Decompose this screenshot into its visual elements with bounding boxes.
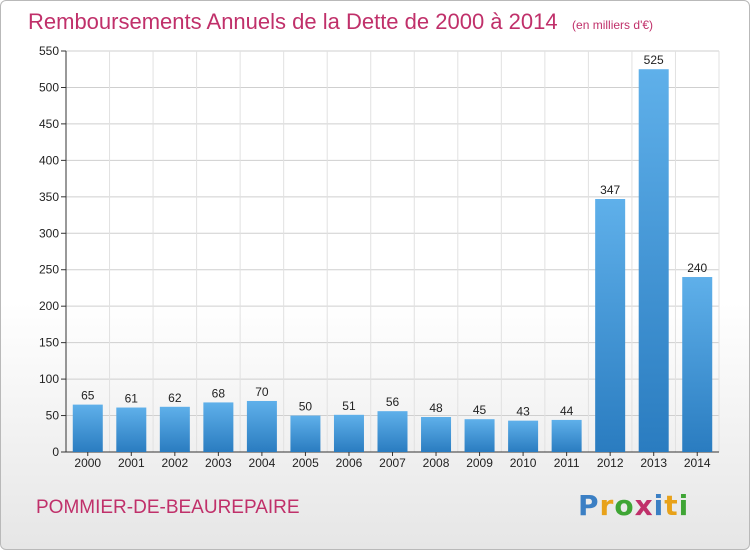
bar-2003	[203, 402, 234, 452]
data-label-2014: 240	[687, 261, 707, 275]
bar-2001	[116, 407, 147, 452]
chart-subtitle: (en milliers d'€)	[572, 18, 654, 32]
y-tick-label: 150	[39, 336, 59, 350]
data-label-2013: 525	[644, 53, 664, 67]
bar-2009	[464, 419, 495, 452]
x-tick-label-2009: 2009	[466, 456, 493, 470]
x-tick-label-2002: 2002	[161, 456, 188, 470]
data-label-2007: 56	[386, 395, 400, 409]
bar-2006	[333, 414, 364, 452]
bar-2000	[72, 404, 103, 452]
x-tick-label-2007: 2007	[379, 456, 406, 470]
data-label-2009: 45	[473, 403, 487, 417]
data-label-2002: 62	[168, 391, 182, 405]
y-tick-label: 550	[39, 44, 59, 58]
commune-name: POMMIER-DE-BEAUREPAIRE	[36, 497, 300, 518]
y-tick-label: 250	[39, 263, 59, 277]
bar-2014	[682, 277, 713, 452]
bar-2005	[290, 415, 321, 452]
logo-letter: i	[653, 489, 665, 522]
bar-2011	[551, 419, 582, 452]
bar-2007	[377, 411, 408, 452]
data-label-2012: 347	[600, 183, 620, 197]
data-label-2006: 51	[342, 399, 356, 413]
chart-title: Remboursements Annuels de la Dette de 20…	[28, 9, 558, 34]
bar-2013	[638, 69, 669, 453]
x-tick-label-2013: 2013	[640, 456, 667, 470]
x-tick-label-2005: 2005	[292, 456, 319, 470]
logo-letter: x	[634, 489, 654, 522]
proxiti-logo[interactable]: Proxiti	[578, 489, 689, 522]
x-tick-label-2001: 2001	[118, 456, 145, 470]
bar-2010	[508, 420, 539, 452]
x-tick-label-2000: 2000	[74, 456, 101, 470]
data-label-2011: 44	[560, 404, 574, 418]
logo-letter: o	[614, 489, 635, 522]
bar-2004	[246, 400, 277, 452]
x-tick-label-2011: 2011	[554, 456, 580, 470]
y-tick-label: 400	[39, 153, 59, 167]
x-tick-label-2006: 2006	[336, 456, 363, 470]
bar-2008	[421, 417, 452, 452]
y-tick-label: 300	[39, 226, 59, 240]
y-tick-label: 350	[39, 190, 59, 204]
data-label-2005: 50	[299, 400, 313, 414]
x-tick-label-2003: 2003	[205, 456, 232, 470]
y-tick-label: 50	[46, 409, 60, 423]
y-tick-label: 100	[39, 372, 59, 386]
y-tick-label: 0	[52, 445, 59, 459]
data-label-2001: 61	[125, 392, 139, 406]
data-label-2010: 43	[516, 405, 530, 419]
title-line: Remboursements Annuels de la Dette de 20…	[28, 9, 653, 35]
data-label-2004: 70	[255, 385, 269, 399]
logo-letter: t	[664, 489, 679, 522]
data-labels: 65 61 62 68 70 50 51 56 48 45 43 44 347 525 240	[81, 53, 707, 418]
x-tick-label-2008: 2008	[423, 456, 450, 470]
logo-letter: r	[599, 489, 615, 522]
x-tick-label-2010: 2010	[510, 456, 537, 470]
y-tick-label: 500	[39, 80, 59, 94]
bars	[72, 69, 713, 453]
x-tick-label-2004: 2004	[249, 456, 276, 470]
data-label-2008: 48	[429, 401, 443, 415]
logo-letter: i	[678, 489, 690, 522]
data-label-2003: 68	[212, 386, 226, 400]
x-tick-label-2014: 2014	[684, 456, 711, 470]
bar-2012	[595, 199, 626, 452]
x-tick-label-2012: 2012	[597, 456, 624, 470]
y-tick-label: 450	[39, 117, 59, 131]
logo-letter: P	[578, 489, 600, 522]
bar-2002	[159, 406, 190, 452]
data-label-2000: 65	[81, 389, 95, 403]
y-tick-label: 200	[39, 299, 59, 313]
